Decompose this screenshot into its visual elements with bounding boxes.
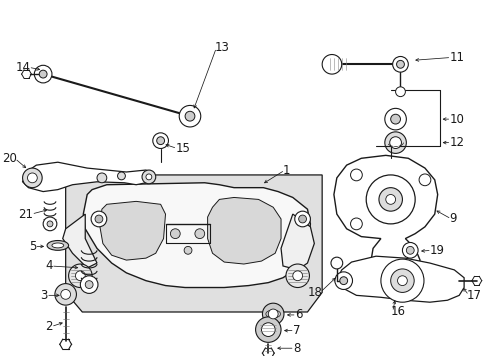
Circle shape <box>185 111 195 121</box>
Circle shape <box>75 271 85 281</box>
Circle shape <box>55 284 76 305</box>
Text: 4: 4 <box>45 260 53 273</box>
Circle shape <box>389 137 401 149</box>
Circle shape <box>34 65 52 83</box>
Circle shape <box>27 173 37 183</box>
Circle shape <box>384 108 406 130</box>
Text: 8: 8 <box>292 342 300 355</box>
Polygon shape <box>100 201 165 260</box>
Text: 5: 5 <box>29 240 36 253</box>
Text: 10: 10 <box>448 113 463 126</box>
Circle shape <box>95 215 102 223</box>
Polygon shape <box>281 214 314 270</box>
Text: 18: 18 <box>306 286 322 299</box>
Circle shape <box>91 211 106 227</box>
Circle shape <box>285 264 309 288</box>
Circle shape <box>68 264 92 288</box>
Circle shape <box>298 215 306 223</box>
Circle shape <box>61 289 70 299</box>
Polygon shape <box>207 197 281 264</box>
Circle shape <box>117 172 125 180</box>
Circle shape <box>39 70 47 78</box>
Text: 3: 3 <box>41 289 48 302</box>
Circle shape <box>334 272 352 289</box>
Circle shape <box>152 133 168 149</box>
Polygon shape <box>65 175 322 312</box>
Circle shape <box>378 188 402 211</box>
Circle shape <box>156 137 164 145</box>
Circle shape <box>262 303 284 325</box>
Text: 6: 6 <box>294 309 302 321</box>
Text: 7: 7 <box>292 324 300 337</box>
Ellipse shape <box>47 240 68 250</box>
Circle shape <box>47 221 53 227</box>
Text: 13: 13 <box>214 41 229 54</box>
Circle shape <box>294 211 310 227</box>
Circle shape <box>268 309 278 319</box>
Circle shape <box>396 60 404 68</box>
Circle shape <box>385 194 395 204</box>
Text: 19: 19 <box>429 244 444 257</box>
Circle shape <box>261 323 275 337</box>
Text: 9: 9 <box>448 212 456 225</box>
Circle shape <box>384 132 406 153</box>
Circle shape <box>350 218 362 230</box>
Circle shape <box>390 114 400 124</box>
Circle shape <box>142 170 155 184</box>
Polygon shape <box>62 214 97 268</box>
Text: 12: 12 <box>448 136 464 149</box>
Circle shape <box>392 57 407 72</box>
Circle shape <box>390 269 413 292</box>
Circle shape <box>406 246 413 254</box>
Circle shape <box>380 259 423 302</box>
Circle shape <box>292 271 302 281</box>
Circle shape <box>184 246 192 254</box>
Circle shape <box>395 87 405 96</box>
Circle shape <box>145 174 151 180</box>
Text: 1: 1 <box>283 163 290 176</box>
Circle shape <box>418 174 430 186</box>
Text: 2: 2 <box>45 320 53 333</box>
Ellipse shape <box>52 243 63 248</box>
Circle shape <box>339 277 347 285</box>
Circle shape <box>80 276 98 293</box>
Text: 21: 21 <box>19 208 33 221</box>
Circle shape <box>97 173 106 183</box>
Circle shape <box>402 243 417 258</box>
Text: 15: 15 <box>175 142 190 155</box>
Circle shape <box>366 175 414 224</box>
Polygon shape <box>22 162 153 192</box>
Polygon shape <box>336 256 463 302</box>
Circle shape <box>255 317 281 342</box>
Text: 16: 16 <box>390 306 405 319</box>
Text: 20: 20 <box>2 152 17 165</box>
Circle shape <box>322 54 341 74</box>
Circle shape <box>22 168 42 188</box>
Circle shape <box>195 229 204 239</box>
Circle shape <box>170 229 180 239</box>
Polygon shape <box>333 156 437 278</box>
Circle shape <box>330 257 342 269</box>
Text: 11: 11 <box>448 51 464 64</box>
Polygon shape <box>83 183 310 288</box>
Text: 14: 14 <box>16 61 30 74</box>
Text: 17: 17 <box>466 289 481 302</box>
Circle shape <box>179 105 201 127</box>
Circle shape <box>85 281 93 288</box>
Circle shape <box>397 276 407 285</box>
Circle shape <box>43 217 57 231</box>
Circle shape <box>350 169 362 181</box>
